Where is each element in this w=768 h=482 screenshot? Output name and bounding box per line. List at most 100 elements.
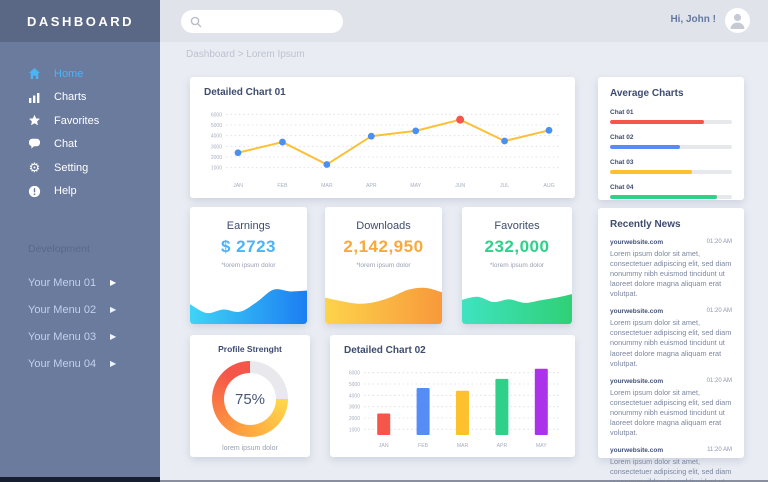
profile-percent-value: 75% (234, 390, 266, 408)
news-time: 01:20 AM (706, 377, 732, 384)
progress-row: Chat 03 (610, 159, 732, 174)
sidebar-header: DASHBOARD (0, 0, 160, 42)
gear-icon: ⚙ (28, 160, 41, 176)
star-icon (28, 114, 41, 127)
earnings-subtitle: *lorem ipsum dolor (221, 262, 276, 269)
profile-strength-title: Profile Strenght (218, 344, 282, 354)
dev-item-label: Your Menu 03 (28, 330, 97, 343)
search-input[interactable] (203, 16, 323, 27)
news-item[interactable]: yourwebsite.com 11:20 AM Lorem ipsum dol… (610, 447, 732, 482)
search-bar[interactable] (181, 10, 343, 33)
breadcrumb[interactable]: Dashboard > Lorem Ipsum (186, 49, 305, 60)
progress-track (610, 170, 732, 174)
profile-strength-card: Profile Strenght 75% lorem ipsum dolor (190, 335, 310, 457)
average-charts-card: Average Charts Chat 01 Chat 02 Chat 03 C… (598, 77, 744, 200)
svg-text:MAY: MAY (410, 183, 421, 189)
news-time: 11:20 AM (707, 446, 732, 453)
sidebar-nav: Home Charts Favorites Chat (0, 42, 160, 203)
sidebar-item-your-menu-03[interactable]: Your Menu 03 ▶ (0, 323, 160, 350)
earnings-value: $ 2723 (221, 237, 276, 256)
chevron-right-icon: ▶ (110, 359, 117, 368)
development-section: Development Your Menu 01 ▶ Your Menu 02 … (0, 243, 160, 377)
svg-text:JAN: JAN (233, 183, 243, 189)
progress-fill (610, 195, 718, 199)
news-source: yourwebsite.com (610, 308, 664, 316)
sidebar: DASHBOARD Home Charts Favorites (0, 0, 160, 482)
donut-center: 75% (224, 373, 276, 425)
svg-text:4000: 4000 (349, 393, 360, 399)
development-section-label: Development (28, 243, 90, 255)
user-greeting: Hi, John ! (670, 14, 716, 25)
dev-item-label: Your Menu 01 (28, 276, 97, 289)
charts-icon (28, 91, 41, 104)
svg-text:MAR: MAR (321, 183, 333, 189)
news-item[interactable]: yourwebsite.com 01:20 AM Lorem ipsum dol… (610, 239, 732, 299)
sidebar-item-favorites[interactable]: Favorites (0, 109, 160, 133)
progress-label: Chat 04 (610, 184, 634, 191)
downloads-title: Downloads (356, 220, 411, 232)
sidebar-item-setting[interactable]: ⚙ Setting (0, 156, 160, 180)
avatar[interactable] (725, 8, 750, 33)
sidebar-bottom-strip (0, 477, 160, 482)
sidebar-item-label: Favorites (54, 114, 100, 127)
favorites-value: 232,000 (484, 237, 550, 256)
svg-text:FEB: FEB (418, 443, 429, 449)
sidebar-item-home[interactable]: Home (0, 62, 160, 86)
news-item[interactable]: yourwebsite.com 01:20 AM Lorem ipsum dol… (610, 378, 732, 438)
progress-fill (610, 170, 692, 174)
sidebar-item-charts[interactable]: Charts (0, 86, 160, 110)
earnings-card: Earnings $ 2723 *lorem ipsum dolor (190, 207, 307, 324)
progress-row: Chat 01 (610, 109, 732, 124)
home-icon (28, 67, 41, 80)
news-time: 01:20 AM (706, 239, 732, 245)
sidebar-item-label: Charts (54, 91, 87, 104)
topbar: Hi, John ! (160, 0, 768, 42)
svg-text:1000: 1000 (211, 166, 222, 172)
svg-text:6000: 6000 (211, 112, 222, 118)
svg-text:MAR: MAR (457, 443, 469, 449)
help-icon (28, 185, 41, 198)
svg-text:APR: APR (366, 183, 377, 189)
news-text: Lorem ipsum dolor sit amet, consectetuer… (610, 318, 732, 368)
bar-chart: 1000 2000 3000 4000 5000 6000 JAN FEB MAR APR MAY (349, 368, 561, 449)
sidebar-item-your-menu-04[interactable]: Your Menu 04 ▶ (0, 350, 160, 377)
favorites-title: Favorites (494, 220, 540, 232)
svg-text:1000: 1000 (349, 427, 360, 433)
downloads-value: 2,142,950 (343, 237, 424, 256)
sidebar-item-your-menu-01[interactable]: Your Menu 01 ▶ (0, 269, 160, 296)
progress-label: Chat 03 (610, 159, 634, 166)
page-bottom-edge (160, 480, 768, 482)
earnings-title: Earnings (226, 220, 271, 232)
sidebar-item-label: Home (54, 67, 84, 80)
progress-row: Chat 04 (610, 184, 732, 199)
chart-title: Detailed Chart 01 (204, 87, 286, 98)
news-source: yourwebsite.com (610, 239, 664, 246)
chevron-right-icon: ▶ (110, 278, 117, 287)
sidebar-item-help[interactable]: Help (0, 180, 160, 204)
svg-text:JUL: JUL (500, 183, 509, 189)
downloads-subtitle: *lorem ipsum dolor (356, 262, 411, 269)
chat-icon (28, 138, 41, 151)
sidebar-item-chat[interactable]: Chat (0, 133, 160, 157)
dev-item-label: Your Menu 02 (28, 303, 97, 316)
svg-text:2000: 2000 (349, 416, 360, 422)
donut-chart: 75% (212, 361, 288, 437)
svg-text:4000: 4000 (211, 134, 222, 140)
progress-fill (610, 120, 704, 124)
average-charts-title: Average Charts (610, 88, 684, 99)
svg-text:AUG: AUG (543, 183, 554, 189)
search-icon (189, 15, 203, 29)
sidebar-item-your-menu-02[interactable]: Your Menu 02 ▶ (0, 296, 160, 323)
news-item[interactable]: yourwebsite.com 01:20 AM Lorem ipsum dol… (610, 308, 732, 368)
news-time: 01:20 AM (706, 308, 732, 315)
svg-text:2000: 2000 (211, 155, 222, 161)
progress-track (610, 145, 732, 149)
favorites-sparkline (462, 294, 572, 324)
dev-item-label: Your Menu 04 (28, 357, 97, 370)
favorites-card: Favorites 232,000 *lorem ipsum dolor (462, 207, 572, 324)
line-chart: 1000 2000 3000 4000 5000 6000 JAN FEB MAR APR MAY J… (211, 112, 561, 189)
progress-fill (610, 145, 680, 149)
news-source: yourwebsite.com (610, 446, 664, 454)
news-text: Lorem ipsum dolor sit amet, consectetuer… (610, 249, 732, 299)
